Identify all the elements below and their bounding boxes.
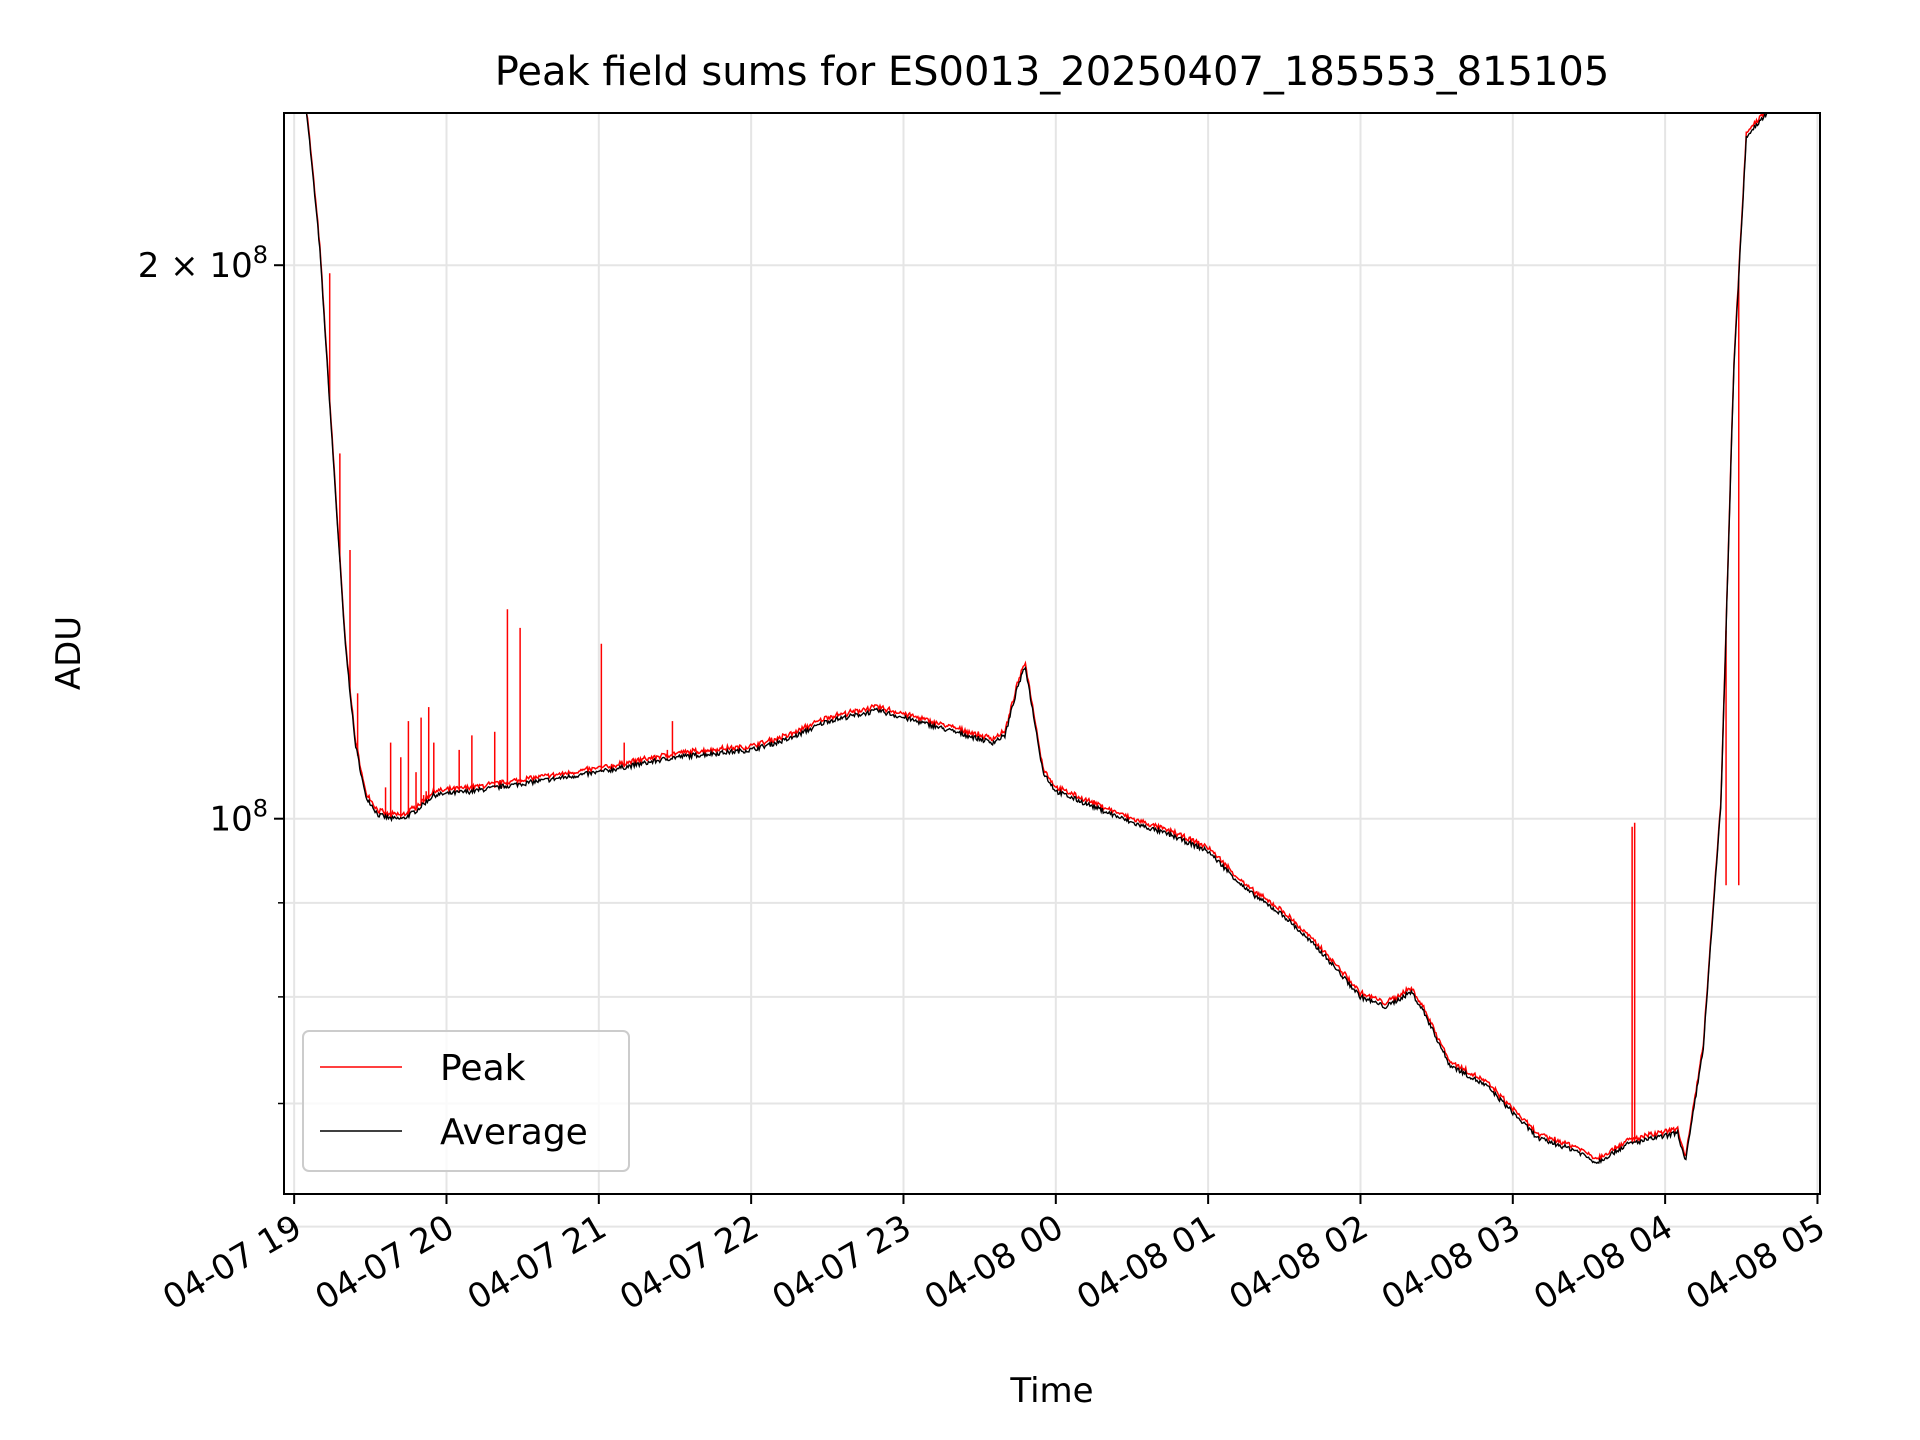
x-tick-label: 04-08 04 (1527, 1207, 1679, 1318)
peak-series (284, 113, 1820, 1162)
x-tick-label: 04-07 22 (613, 1207, 765, 1318)
x-tick-label: 04-07 21 (461, 1207, 613, 1318)
peak-line (284, 113, 1820, 1162)
x-tick-label: 04-07 20 (309, 1207, 461, 1318)
x-tick-label: 04-07 23 (766, 1207, 918, 1318)
x-tick-label: 04-08 03 (1375, 1207, 1527, 1318)
x-axis-label: Time (1009, 1371, 1093, 1411)
y-axis-label: ADU (49, 616, 89, 690)
average-series (284, 113, 1820, 1165)
x-tick-label: 04-08 02 (1223, 1207, 1375, 1318)
chart-title: Peak field sums for ES0013_20250407_1855… (495, 49, 1610, 95)
y-tick-label: 108 (209, 795, 268, 840)
plot-frame (283, 112, 1821, 1195)
legend: Peak Average (302, 1030, 630, 1172)
legend-peak-label: Peak (440, 1048, 526, 1089)
x-tick-label: 04-08 00 (918, 1207, 1070, 1318)
x-tick-label: 04-08 01 (1070, 1207, 1222, 1318)
x-axis: 04-07 19 04-07 20 04-07 21 04-07 22 04-07 23… (156, 1194, 1832, 1318)
y-axis: 108 2 × 108 (138, 241, 284, 1228)
grid (284, 113, 1820, 1228)
average-line (284, 113, 1820, 1165)
legend-box (302, 1030, 630, 1172)
legend-average-label: Average (440, 1112, 588, 1153)
x-tick-label: 04-07 19 (156, 1207, 308, 1318)
y-tick-label: 2 × 108 (138, 241, 268, 286)
x-tick-label: 04-08 05 (1680, 1207, 1832, 1318)
